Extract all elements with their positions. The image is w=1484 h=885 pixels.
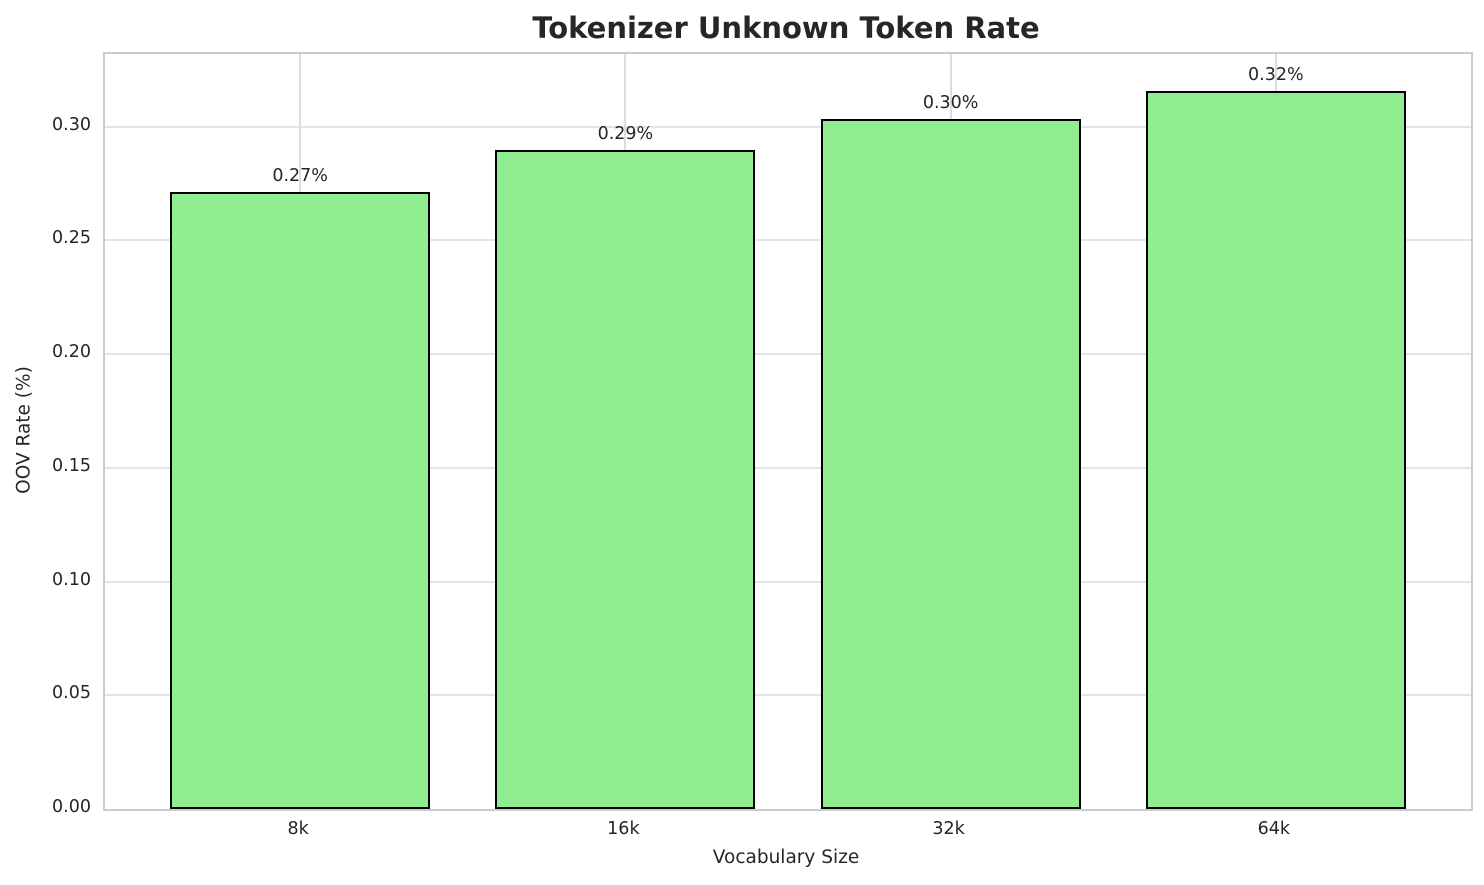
x-tick-label: 32k bbox=[932, 819, 965, 839]
x-tick-label: 8k bbox=[287, 819, 309, 839]
plot-area: 0.27% 0.29% 0.30% 0.32% bbox=[103, 52, 1473, 811]
h-gridline bbox=[105, 466, 1471, 469]
x-tick-label: 16k bbox=[607, 819, 640, 839]
bar-value-label: 0.29% bbox=[597, 123, 654, 144]
bar bbox=[1145, 91, 1406, 809]
h-gridline bbox=[105, 580, 1471, 583]
h-gridline bbox=[105, 239, 1471, 242]
h-gridline bbox=[105, 353, 1471, 356]
y-tick-label: 0.00 bbox=[52, 797, 91, 817]
x-axis-label: Vocabulary Size bbox=[712, 847, 860, 868]
bar-value-label: 0.30% bbox=[922, 92, 979, 113]
y-tick-label: 0.10 bbox=[52, 569, 91, 590]
y-tick-label: 0.25 bbox=[52, 228, 91, 249]
y-tick-label: 0.15 bbox=[52, 455, 91, 476]
h-gridline bbox=[105, 694, 1471, 697]
bar-value-label: 0.32% bbox=[1248, 65, 1304, 86]
y-tick-label: 0.20 bbox=[52, 342, 91, 363]
bar bbox=[820, 118, 1081, 809]
chart-title: Tokenizer Unknown Token Rate bbox=[532, 11, 1040, 45]
h-gridline bbox=[105, 125, 1471, 128]
bar bbox=[170, 191, 431, 809]
x-tick-label: 64k bbox=[1257, 819, 1291, 839]
bar bbox=[495, 149, 756, 809]
y-tick-label: 0.05 bbox=[52, 683, 91, 704]
bar-value-label: 0.27% bbox=[272, 165, 328, 186]
y-tick-label: 0.30 bbox=[52, 114, 91, 135]
